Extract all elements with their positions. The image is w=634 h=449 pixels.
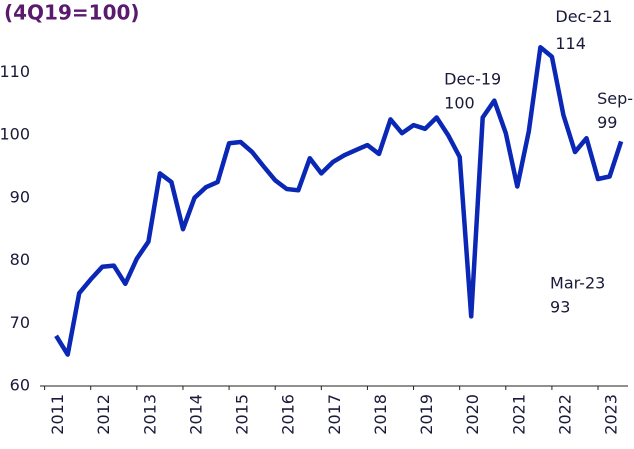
- x-tick-label: 2018: [371, 394, 390, 435]
- y-tick-label: 70: [10, 313, 30, 332]
- data-line: [54, 45, 624, 357]
- y-tick-label: 110: [0, 62, 30, 81]
- y-tick-label: 100: [0, 125, 30, 144]
- x-tick-label: 2020: [463, 394, 482, 435]
- data-label: 114: [555, 34, 586, 53]
- x-tick-label: 2015: [233, 394, 252, 435]
- x-tick-label: 2023: [602, 394, 621, 435]
- y-tick-label: 60: [10, 376, 30, 395]
- x-tick-label: 2012: [94, 394, 113, 435]
- annotation-label: Dec-19: [444, 70, 501, 89]
- data-label: 99: [597, 113, 617, 132]
- x-tick-label: 2013: [140, 394, 159, 435]
- chart-title: (4Q19=100): [4, 1, 140, 25]
- x-tick-label: 2017: [325, 394, 344, 435]
- x-tick-label: 2021: [509, 394, 528, 435]
- data-label: 93: [550, 298, 570, 317]
- x-tick-label: 2011: [48, 394, 67, 435]
- data-label: 100: [444, 94, 475, 113]
- annotation-label: Sep-23: [597, 89, 634, 108]
- x-tick-label: 2019: [417, 394, 436, 435]
- annotation-label: Mar-23: [550, 274, 605, 293]
- x-tick-label: 2016: [279, 394, 298, 435]
- y-tick-label: 90: [10, 187, 30, 206]
- x-tick-label: 2014: [186, 394, 205, 435]
- x-tick-label: 2022: [555, 394, 574, 435]
- y-tick-label: 80: [10, 250, 30, 269]
- annotation-label: Dec-21: [555, 7, 612, 26]
